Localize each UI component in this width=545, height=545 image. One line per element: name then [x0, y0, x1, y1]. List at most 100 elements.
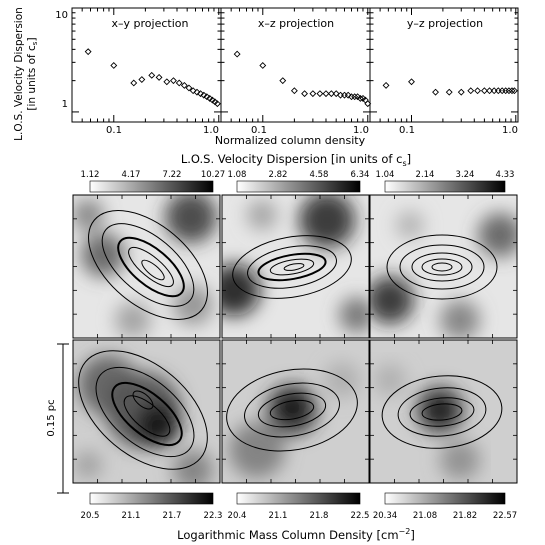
density-colorbar-tick-label: 20.5 [81, 511, 100, 521]
x-tick-label-0.1: 0.1 [106, 125, 122, 136]
data-point [364, 100, 372, 108]
top-scatter-row: 10 1 0.1 1.0 0.1 1.0 0.1 1.0 x–y project… [13, 7, 519, 147]
density-colorbar-tick-label: 21.82 [453, 511, 477, 521]
data-point [480, 87, 488, 95]
density-colorbar [89, 492, 214, 505]
data-point [279, 77, 287, 85]
y-axis-label: L.O.S. Velocity Dispersion [in units of … [13, 7, 39, 141]
velocity-colorbar-tick-label: 4.17 [122, 170, 141, 180]
scatter-panel-frame [369, 7, 519, 123]
data-point [175, 79, 183, 87]
velocity-colorbar-tick-label: 10.27 [201, 170, 225, 180]
x-tick-label-1.0: 1.0 [502, 125, 518, 136]
data-point [354, 93, 362, 101]
density-colorbar-tick-label: 22.3 [204, 511, 223, 521]
data-point [197, 90, 204, 98]
svg-text:[in units of cs]: [in units of cs] [26, 37, 39, 110]
y-axis-label-line2: [in units of c [26, 45, 38, 111]
velocity-map-panel [72, 194, 221, 339]
y-axis-label-line1: L.O.S. Velocity Dispersion [13, 7, 25, 141]
data-point [309, 90, 317, 98]
data-point [510, 87, 518, 95]
density-colorbar [384, 492, 506, 505]
data-point [163, 78, 171, 86]
density-colorbar-tick-label: 21.1 [269, 511, 288, 521]
velocity-colorbar [236, 180, 361, 193]
density-colorbar-tick-label: 22.5 [351, 511, 370, 521]
density-map-panel [369, 339, 518, 484]
velocity-colorbar-title: L.O.S. Velocity Dispersion [in units of … [181, 152, 411, 168]
data-point [138, 76, 146, 83]
scale-bar-label: 0.15 pc [46, 399, 57, 436]
density-colorbar-tick-label: 21.7 [163, 511, 182, 521]
data-point [505, 87, 513, 95]
data-point [148, 71, 156, 79]
density-colorbar-tick-label: 21.08 [413, 511, 437, 521]
velocity-colorbar-tick-label: 4.58 [310, 170, 329, 180]
data-point [180, 81, 188, 89]
velocity-colorbar-tick-label: 1.12 [81, 170, 100, 180]
density-colorbar-title: Logarithmic Mass Column Density [cm−2] [177, 527, 415, 542]
data-point [457, 88, 465, 96]
density-colorbar-tick-label: 21.8 [310, 511, 329, 521]
velocity-colorbar-tick-label: 7.22 [163, 170, 182, 180]
velocity-colorbar-tick-label: 2.14 [416, 170, 435, 180]
svg-text:L.O.S. Velocity Dispersion: L.O.S. Velocity Dispersion [13, 7, 25, 141]
velocity-colorbar-tick-label: 3.24 [456, 170, 475, 180]
density-colorbar-tick-label: 22.57 [493, 511, 517, 521]
data-point [316, 90, 324, 98]
data-point [432, 88, 439, 96]
velocity-colorbar-tick-label: 6.34 [351, 170, 370, 180]
velocity-colorbar-tick-label: 4.33 [496, 170, 515, 180]
data-point [130, 79, 138, 87]
data-point [206, 94, 214, 102]
x-tick-label-1.0: 1.0 [353, 125, 369, 136]
panel-title-xz: x–z projection [258, 17, 334, 30]
data-point [170, 77, 177, 85]
velocity-colorbar [89, 180, 214, 193]
data-point [155, 73, 163, 81]
y-axis-label-close: ] [26, 37, 38, 41]
data-point [84, 48, 92, 56]
velocity-map-panel [221, 194, 370, 339]
density-colorbar-tick-label: 21.1 [122, 511, 141, 521]
density-map-panel [221, 339, 370, 484]
data-point [327, 90, 335, 98]
data-point [341, 91, 348, 99]
panel-title-yz: y–z projection [407, 17, 483, 30]
data-point [445, 88, 453, 96]
velocity-colorbar [384, 180, 506, 193]
data-point [213, 100, 221, 108]
density-colorbar-group: 20.5 21.1 21.7 22.3 20.4 21.1 21.8 22.5 20.34 21.… [81, 492, 517, 542]
scale-bar: 0.15 pc [46, 343, 69, 494]
density-colorbar-tick-label: 20.34 [373, 511, 397, 521]
data-point [185, 84, 193, 92]
data-point [290, 87, 298, 95]
density-colorbar-tick-label: 20.4 [228, 511, 247, 521]
x-axis-label: Normalized column density [215, 134, 366, 147]
y-tick-label-10: 10 [55, 10, 68, 21]
velocity-colorbar-tick-label: 1.08 [228, 170, 247, 180]
velocity-colorbar-tick-label: 1.04 [376, 170, 395, 180]
x-tick-label-1.0: 1.0 [203, 125, 219, 136]
panel-title-xy: x–y projection [112, 17, 189, 30]
data-point [467, 87, 475, 95]
x-tick-label-0.1: 0.1 [399, 125, 415, 136]
data-point [259, 62, 267, 69]
y-tick-label-1: 1 [62, 99, 68, 110]
x-tick-label-0.1: 0.1 [251, 125, 267, 136]
data-point [356, 94, 364, 102]
y-axis-label-subscript: s [31, 41, 39, 45]
data-point [301, 90, 308, 98]
data-point [332, 90, 340, 98]
density-colorbar [236, 492, 361, 505]
velocity-colorbar-tick-label: 2.82 [269, 170, 288, 180]
data-point [508, 87, 516, 95]
map-grid [72, 194, 518, 484]
data-point [193, 88, 201, 96]
data-point [498, 87, 506, 95]
velocity-colorbar-group: L.O.S. Velocity Dispersion [in units of … [81, 152, 515, 193]
data-point [200, 91, 208, 99]
data-point [322, 90, 330, 98]
